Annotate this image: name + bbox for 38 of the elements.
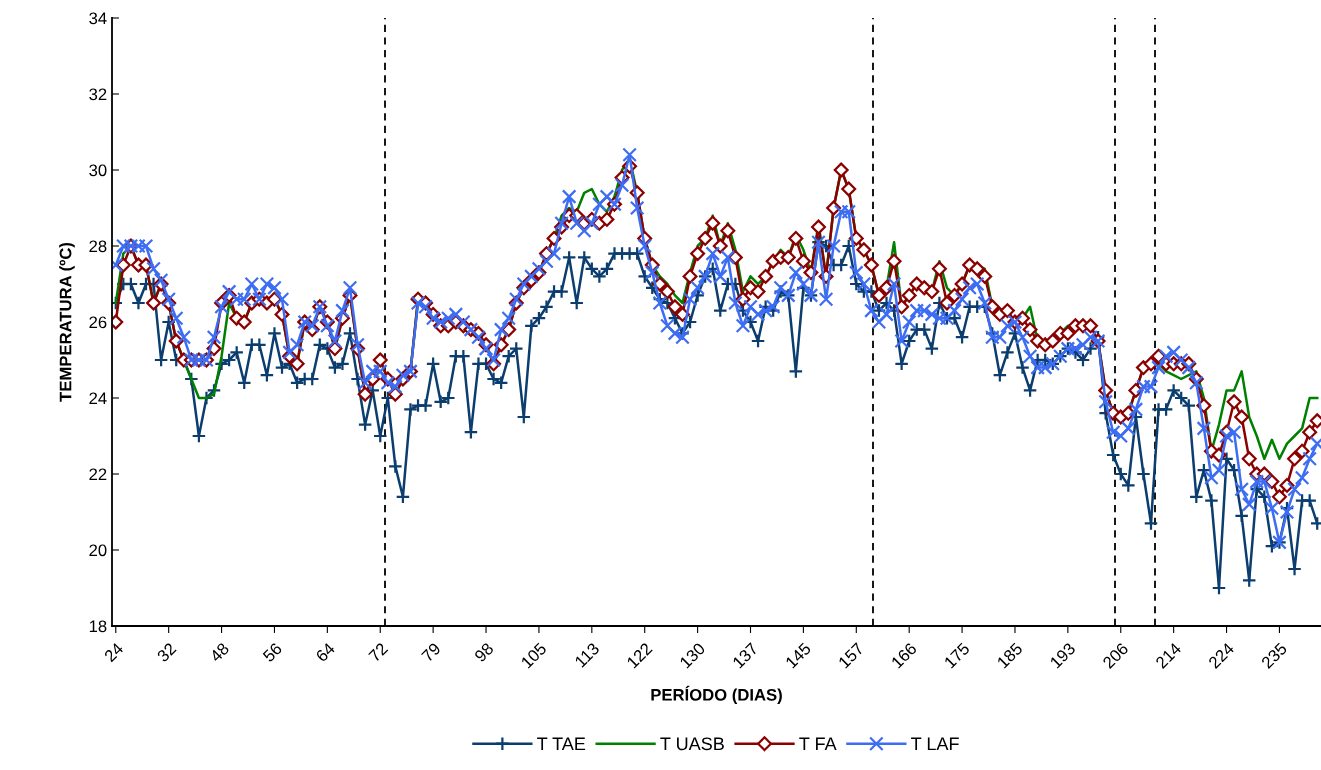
x-tick-label: 122 — [626, 642, 653, 669]
legend-label: T UASB — [660, 737, 724, 751]
x-tick-label: 79 — [420, 642, 442, 663]
legend-label: T TAE — [537, 737, 586, 750]
x-tick-label: 193 — [1049, 642, 1077, 669]
y-tick-label: 20 — [89, 544, 107, 557]
x-tick-label: 214 — [1154, 641, 1182, 669]
x-tick-label: 166 — [890, 642, 918, 669]
x-tick-label: 130 — [679, 642, 706, 669]
y-tick-label: 28 — [89, 240, 107, 253]
y-tick-label: 26 — [89, 316, 107, 329]
x-tick-label: 185 — [996, 642, 1024, 669]
x-tick-label: 157 — [837, 642, 865, 669]
y-tick-label: 24 — [89, 392, 107, 405]
y-tick-label: 22 — [89, 468, 107, 481]
x-axis-title: PERÍODO (DIAS) — [651, 685, 782, 705]
x-tick-label: 206 — [1102, 642, 1129, 669]
y-tick-label: 32 — [89, 88, 107, 101]
x-tick-label: 113 — [574, 642, 600, 668]
x-tick-label: 137 — [732, 642, 759, 669]
x-tick-label: 48 — [209, 642, 230, 663]
y-tick-label: 34 — [89, 12, 107, 25]
x-tick-label: 64 — [315, 641, 336, 663]
y-axis-title: TEMPERATURA (ºC) — [59, 242, 75, 402]
x-tick-label: 145 — [785, 642, 812, 669]
x-tick-label: 175 — [943, 642, 971, 669]
x-tick-label: 224 — [1207, 641, 1235, 669]
y-tick-label: 30 — [89, 164, 107, 177]
y-tick-label: 18 — [89, 620, 107, 633]
x-tick-label: 105 — [520, 642, 548, 669]
x-tick-label: 235 — [1260, 642, 1288, 669]
legend-label: T FA — [799, 737, 837, 750]
x-tick-label: 72 — [368, 642, 389, 663]
legend-label: T LAF — [911, 737, 959, 750]
x-tick-label: 24 — [103, 641, 124, 663]
x-tick-label: 56 — [262, 642, 283, 663]
x-tick-label: 32 — [156, 642, 177, 663]
x-tick-label: 98 — [473, 642, 495, 663]
